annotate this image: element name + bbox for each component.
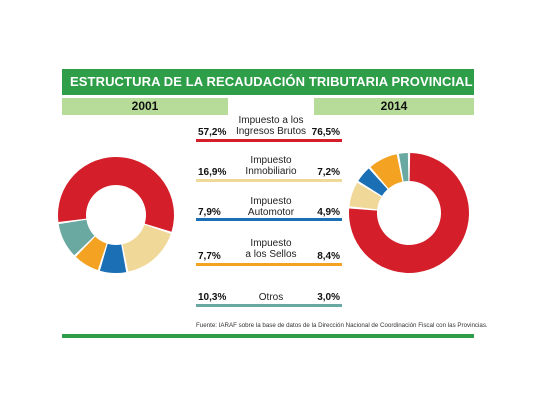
legend-row-label-line1: Otros [258, 292, 284, 303]
value-2001: 7,7% [198, 251, 221, 262]
year-2014-header: 2014 [314, 98, 474, 115]
legend-row-label: Impuesto a los Sellos [232, 238, 310, 260]
donut-slice [58, 156, 175, 232]
legend-row-label-line2: Inmobiliario [245, 166, 297, 177]
legend-color-line [196, 139, 342, 142]
legend-row-label: Otros [232, 292, 310, 303]
donut-slice [370, 154, 403, 189]
donut-slice [358, 168, 388, 196]
donut-slice [349, 153, 469, 273]
source-note: Fuente: IARAF sobre la base de datos de … [196, 322, 488, 329]
value-2014: 76,5% [311, 127, 340, 138]
legend-row-label: Impuesto a los Ingresos Brutos [232, 115, 310, 137]
value-2014: 3,0% [317, 292, 340, 303]
value-2001: 10,3% [198, 292, 227, 303]
donut-chart-2001 [58, 156, 175, 273]
bottom-rule [62, 334, 474, 338]
value-2001: 57,2% [198, 127, 227, 138]
value-2001: 16,9% [198, 167, 227, 178]
legend-row-label-line2: Automotor [247, 207, 295, 218]
legend-row: Otros 10,3% 3,0% [196, 287, 342, 307]
legend-row-label: Impuesto Automotor [232, 196, 310, 218]
legend-row-label-line2: Ingresos Brutos [235, 126, 307, 137]
year-2001-header: 2001 [62, 98, 228, 115]
legend-row-label-line1: Impuesto [250, 238, 292, 249]
value-2014: 8,4% [317, 251, 340, 262]
donut-slice [398, 153, 409, 182]
legend-row-label-line1: Impuesto [250, 155, 292, 166]
legend-row: Impuesto Automotor 7,9% 4,9% [196, 193, 342, 221]
donut-slice [58, 219, 95, 256]
donut-slice [349, 182, 382, 210]
legend-row-label-line1: Impuesto a los [238, 115, 304, 126]
value-2001: 7,9% [198, 207, 221, 218]
legend-color-line [196, 263, 342, 266]
legend-color-line [196, 179, 342, 182]
value-2014: 4,9% [317, 207, 340, 218]
donut-chart-2014 [349, 153, 469, 273]
value-2014: 7,2% [317, 167, 340, 178]
legend-row: Impuesto a los Ingresos Brutos 57,2% 76,5% [196, 113, 342, 142]
chart-title: ESTRUCTURA DE LA RECAUDACIÓN TRIBUTARIA … [62, 69, 474, 95]
legend-row: Impuesto Inmobiliario 16,9% 7,2% [196, 153, 342, 182]
legend-color-line [196, 304, 342, 307]
legend-row-label-line1: Impuesto [250, 196, 292, 207]
donut-slice [75, 236, 107, 271]
donut-slice [122, 224, 171, 272]
legend-row: Impuesto a los Sellos 7,7% 8,4% [196, 235, 342, 266]
legend-row-label-line2: a los Sellos [245, 249, 297, 260]
donut-slice [99, 243, 127, 273]
legend-row-label: Impuesto Inmobiliario [232, 155, 310, 177]
legend-color-line [196, 218, 342, 221]
